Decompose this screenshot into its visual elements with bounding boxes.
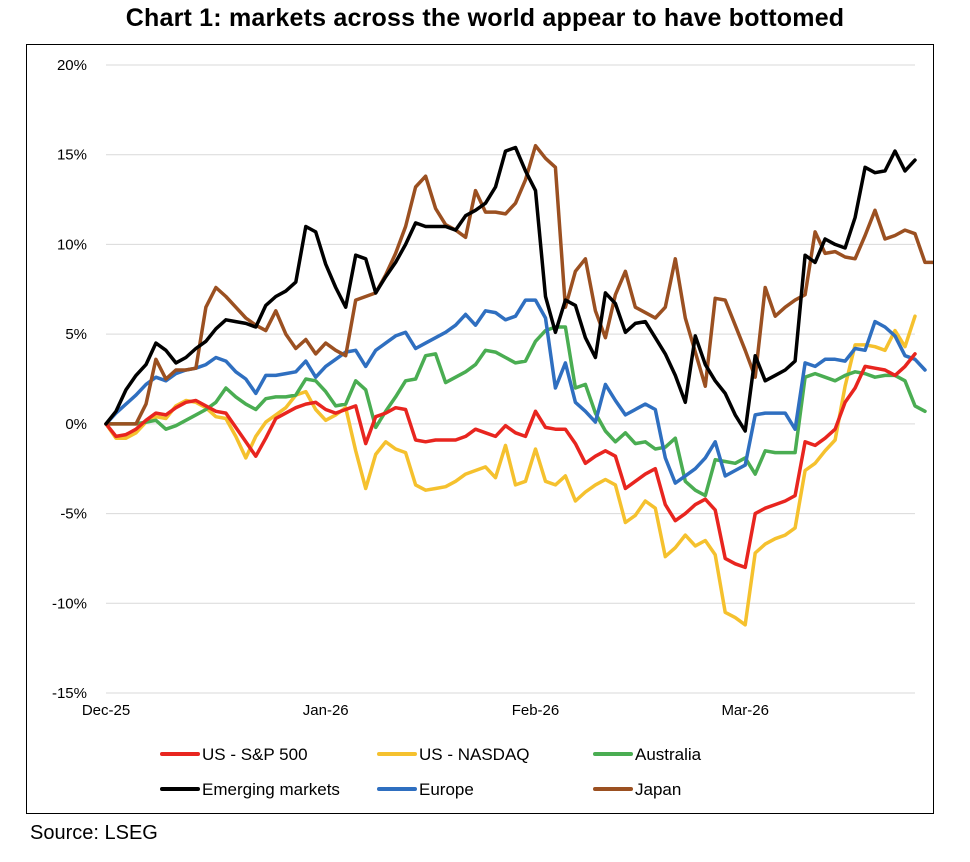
- y-tick-label: -10%: [52, 595, 87, 612]
- y-tick-label: 5%: [65, 326, 87, 343]
- y-axis-ticks: 20% 15% 10% 5% 0% -5% -10% -15%: [52, 57, 87, 702]
- y-tick-label: 10%: [57, 236, 87, 253]
- x-axis: Dec-25 Jan-26 Feb-26 Mar-26: [82, 692, 915, 719]
- line-chart: 20% 15% 10% 5% 0% -5% -10% -15% Dec-25 Jan-26 Feb…: [52, 57, 933, 799]
- legend-item: US - S&P 500: [160, 745, 308, 764]
- legend-item: Australia: [593, 745, 702, 764]
- y-tick-label: -15%: [52, 685, 87, 702]
- x-tick-label: Mar-26: [721, 702, 769, 719]
- legend-item: Emerging markets: [160, 780, 340, 799]
- y-tick-label: 15%: [57, 147, 87, 164]
- legend-label: Emerging markets: [202, 780, 340, 799]
- source-note: Source: LSEG: [30, 822, 158, 844]
- series-line-europe: [104, 298, 927, 485]
- x-tick-label: Feb-26: [512, 702, 560, 719]
- series-line-emerging-markets: [104, 145, 917, 433]
- y-tick-label: -5%: [60, 506, 87, 523]
- y-tick-label: 0%: [65, 416, 87, 433]
- legend-item: US - NASDAQ: [377, 745, 530, 764]
- legend-label: Europe: [419, 780, 474, 799]
- chart-title: Chart 1: markets across the world appear…: [125, 4, 845, 32]
- x-tick-label: Dec-25: [82, 702, 130, 719]
- chart-frame: 20% 15% 10% 5% 0% -5% -10% -15% Dec-25 Jan-26 Feb…: [26, 44, 934, 814]
- gridlines: [106, 64, 915, 694]
- series-line-japan: [104, 143, 933, 426]
- legend-label: US - NASDAQ: [419, 745, 530, 764]
- legend-item: Europe: [377, 780, 474, 799]
- legend-label: Japan: [635, 780, 681, 799]
- y-tick-label: 20%: [57, 57, 87, 74]
- legend: US - S&P 500 US - NASDAQ Australia Emerging…: [160, 745, 702, 799]
- legend-label: Australia: [635, 745, 702, 764]
- x-tick-label: Jan-26: [303, 702, 349, 719]
- series-line-us-nasdaq: [104, 314, 917, 627]
- legend-item: Japan: [593, 780, 681, 799]
- legend-label: US - S&P 500: [202, 745, 308, 764]
- series-line-australia: [104, 325, 927, 498]
- series-lines: [104, 143, 933, 627]
- series-line-us-s-p-500: [104, 352, 917, 570]
